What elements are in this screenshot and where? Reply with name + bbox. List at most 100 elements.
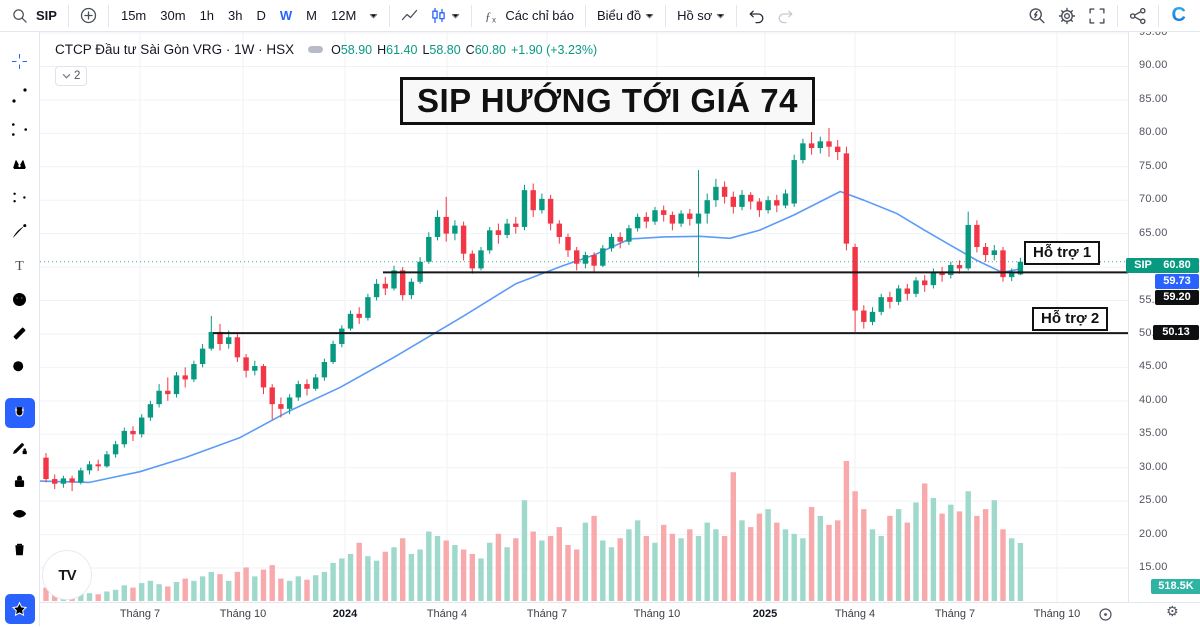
volume-bar	[1009, 538, 1015, 601]
ohlc-values: O58.90 H61.40 L58.80 C60.80 +1.90 (+3.23…	[331, 42, 598, 57]
zoom-in-tool-button[interactable]	[5, 352, 35, 382]
candle-body	[330, 343, 336, 363]
time-tick: Tháng 10	[1033, 608, 1081, 620]
go-to-realtime-icon[interactable]	[1098, 607, 1113, 622]
volume-bar	[356, 542, 362, 601]
profile-menu[interactable]: Hồ sơ	[671, 3, 731, 29]
browser-logo[interactable]: C	[1164, 4, 1194, 27]
timeframe-menu-chevron-icon[interactable]	[363, 3, 384, 29]
volume-bar	[756, 513, 763, 601]
candle-body	[704, 200, 710, 214]
candle-body	[130, 430, 136, 435]
tf-W-active[interactable]: W	[279, 8, 293, 23]
redo-button[interactable]	[771, 3, 800, 29]
time-tick: Tháng 10	[219, 608, 267, 620]
volume-bar	[948, 504, 954, 601]
quick-search-button[interactable]	[1022, 3, 1052, 29]
indicator-count-button[interactable]: 2	[55, 66, 88, 86]
chart-pane[interactable]	[40, 32, 1128, 602]
drawing-mode-lock-button[interactable]	[5, 432, 35, 462]
magnet-mode-button[interactable]	[4, 398, 35, 428]
tf-30m[interactable]: 30m	[160, 8, 186, 23]
text-tool-button[interactable]: T	[5, 250, 35, 280]
candle-body	[391, 270, 397, 289]
ma-value-badge: 59.73	[1155, 273, 1199, 289]
volume-bar	[704, 522, 710, 601]
candle-body	[286, 397, 293, 409]
tf-1h[interactable]: 1h	[199, 8, 215, 23]
tf-D[interactable]: D	[256, 8, 266, 23]
symbol-search-button[interactable]: SIP	[6, 3, 63, 29]
volume-bar	[521, 500, 528, 601]
xabcd-pattern-tool-button[interactable]	[5, 148, 35, 178]
parallel-channel-tool-button[interactable]	[5, 114, 35, 144]
candle-body	[313, 377, 319, 389]
volume-bar	[843, 461, 850, 601]
volume-bar	[112, 589, 119, 601]
volume-bar	[765, 509, 771, 601]
legend-collapse-pill[interactable]	[308, 46, 324, 53]
brush-tool-button[interactable]	[5, 216, 35, 246]
instrument-title[interactable]: CTCP Đầu tư Sài Gòn VRG · 1W · HSX	[55, 42, 295, 57]
candle-body	[173, 375, 180, 395]
candle-body	[948, 265, 954, 276]
favorites-star-button[interactable]	[4, 594, 35, 624]
time-tick: Tháng 7	[119, 608, 161, 620]
time-axis[interactable]: Tháng 7 Tháng 10 2024 Tháng 4 Tháng 7 Tháng 1…	[40, 602, 1200, 627]
candle-body	[600, 248, 606, 266]
lock-drawings-button[interactable]	[5, 466, 35, 496]
volume-bar	[547, 536, 554, 601]
candle-body	[504, 223, 510, 235]
price-axis[interactable]: 95.0090.0085.0080.0075.0070.0065.0060.00…	[1126, 26, 1200, 602]
undo-button[interactable]	[742, 3, 771, 29]
tf-12M[interactable]: 12M	[331, 8, 357, 23]
volume-bar	[739, 520, 745, 601]
line-chart-type-button[interactable]	[395, 3, 424, 29]
share-button[interactable]	[1123, 3, 1153, 29]
volume-bar	[121, 585, 127, 601]
tf-15m[interactable]: 15m	[120, 8, 147, 23]
volume-bar	[252, 576, 258, 601]
measure-tool-button[interactable]	[5, 318, 35, 348]
tf-M[interactable]: M	[306, 8, 318, 23]
tf-3h[interactable]: 3h	[228, 8, 243, 23]
candle-body	[165, 390, 171, 395]
support2-label[interactable]: Hỗ trợ 2	[1032, 307, 1109, 331]
volume-bar	[695, 536, 702, 601]
remove-drawings-button[interactable]	[5, 534, 35, 564]
candle-body	[878, 297, 884, 312]
forecast-tool-button[interactable]	[5, 182, 35, 212]
settings-button[interactable]	[1052, 3, 1082, 29]
volume-bar	[713, 529, 719, 601]
emoji-tool-button[interactable]	[5, 284, 35, 314]
candle-body	[86, 464, 93, 471]
ma-line[interactable]	[40, 190, 1021, 484]
chart-layout-menu[interactable]: Biểu đồ	[591, 3, 660, 29]
time-tick: 2025	[752, 608, 778, 620]
candle-body	[634, 216, 641, 229]
trend-line-tool-button[interactable]	[5, 80, 35, 110]
hide-drawings-button[interactable]	[5, 500, 35, 530]
compare-add-button[interactable]	[74, 3, 103, 29]
volume-bar	[661, 524, 667, 601]
fullscreen-button[interactable]	[1082, 3, 1112, 29]
volume-bar	[539, 540, 545, 601]
separator	[1116, 4, 1118, 27]
candle-body	[69, 478, 75, 483]
tradingview-logo[interactable]: TV	[42, 550, 92, 600]
volume-bar	[365, 556, 371, 601]
price-tick: 20.00	[1139, 527, 1168, 540]
candle-body	[765, 200, 771, 211]
support1-label[interactable]: Hỗ trợ 1	[1024, 241, 1101, 265]
crosshair-tool-button[interactable]	[5, 46, 35, 76]
candle-body	[295, 384, 301, 398]
time-tick: Tháng 10	[633, 608, 681, 620]
axis-settings-gear-icon[interactable]: ⚙	[1166, 604, 1179, 620]
candle-body	[469, 253, 475, 269]
profile-menu-label: Hồ sơ	[677, 8, 713, 23]
volume-bar	[313, 575, 319, 601]
volume-bar	[191, 580, 197, 601]
candle-chart-type-button[interactable]	[424, 3, 466, 29]
headline-annotation[interactable]: SIP HƯỚNG TỚI GIÁ 74	[400, 77, 815, 125]
